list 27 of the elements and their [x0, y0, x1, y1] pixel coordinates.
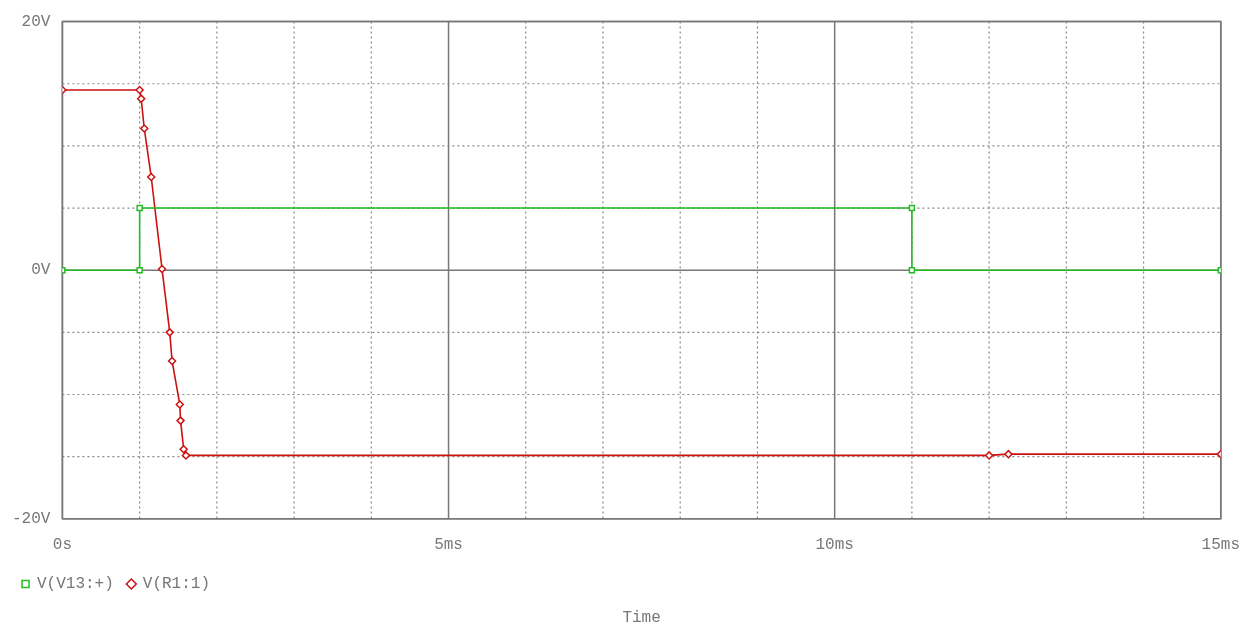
point: [984, 451, 994, 460]
point: [146, 172, 156, 182]
y-tick-label: 20V: [21, 12, 51, 31]
point: [136, 266, 143, 274]
x-tick-label: 15ms: [1201, 535, 1240, 554]
y-tick-label: -20V: [12, 510, 51, 529]
point: [179, 444, 188, 454]
x-tick-label: 5ms: [434, 535, 463, 554]
point: [157, 264, 167, 274]
point: [908, 204, 916, 212]
point: [135, 85, 144, 95]
point: [136, 204, 143, 212]
x-tick-label: 10ms: [815, 535, 854, 554]
point: [167, 356, 177, 366]
y-tick-label: 0V: [31, 261, 51, 280]
point: [1004, 449, 1013, 459]
x-axis-title: Time: [622, 609, 661, 628]
point: [908, 266, 916, 274]
point: [175, 400, 185, 409]
legend-label: V(R1:1): [142, 575, 211, 594]
point: [181, 451, 191, 460]
point: [140, 124, 149, 133]
point: [176, 416, 185, 425]
point: [136, 94, 146, 103]
point: [165, 328, 174, 337]
legend-label: V(V13:+): [37, 575, 114, 594]
x-tick-label: 0s: [52, 535, 73, 554]
